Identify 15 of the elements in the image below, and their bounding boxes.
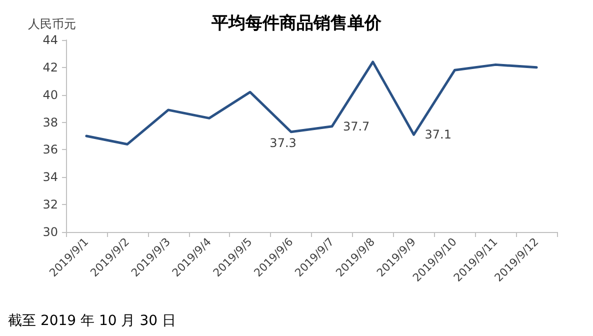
y-axis-title: 人民币元 [28,17,76,31]
text: 截至 2019 年 10 月 30 日 [8,313,176,329]
y-tick-label: 42 [42,60,58,74]
y-tick-label: 36 [42,142,58,157]
y-tick-label: 38 [42,115,58,130]
y-tick-label: 40 [42,88,58,102]
y-tick-label: 34 [42,170,58,184]
data-label: 37.1 [424,128,452,142]
data-label: 37.7 [342,119,370,134]
y-tick-label: 30 [42,225,58,239]
y-tick-label: 32 [42,198,58,212]
y-tick-label: 44 [42,33,58,47]
chart-title: 平均每件商品销售单价 [210,14,382,34]
line-series [85,60,538,146]
data-label: 37.3 [270,136,296,150]
